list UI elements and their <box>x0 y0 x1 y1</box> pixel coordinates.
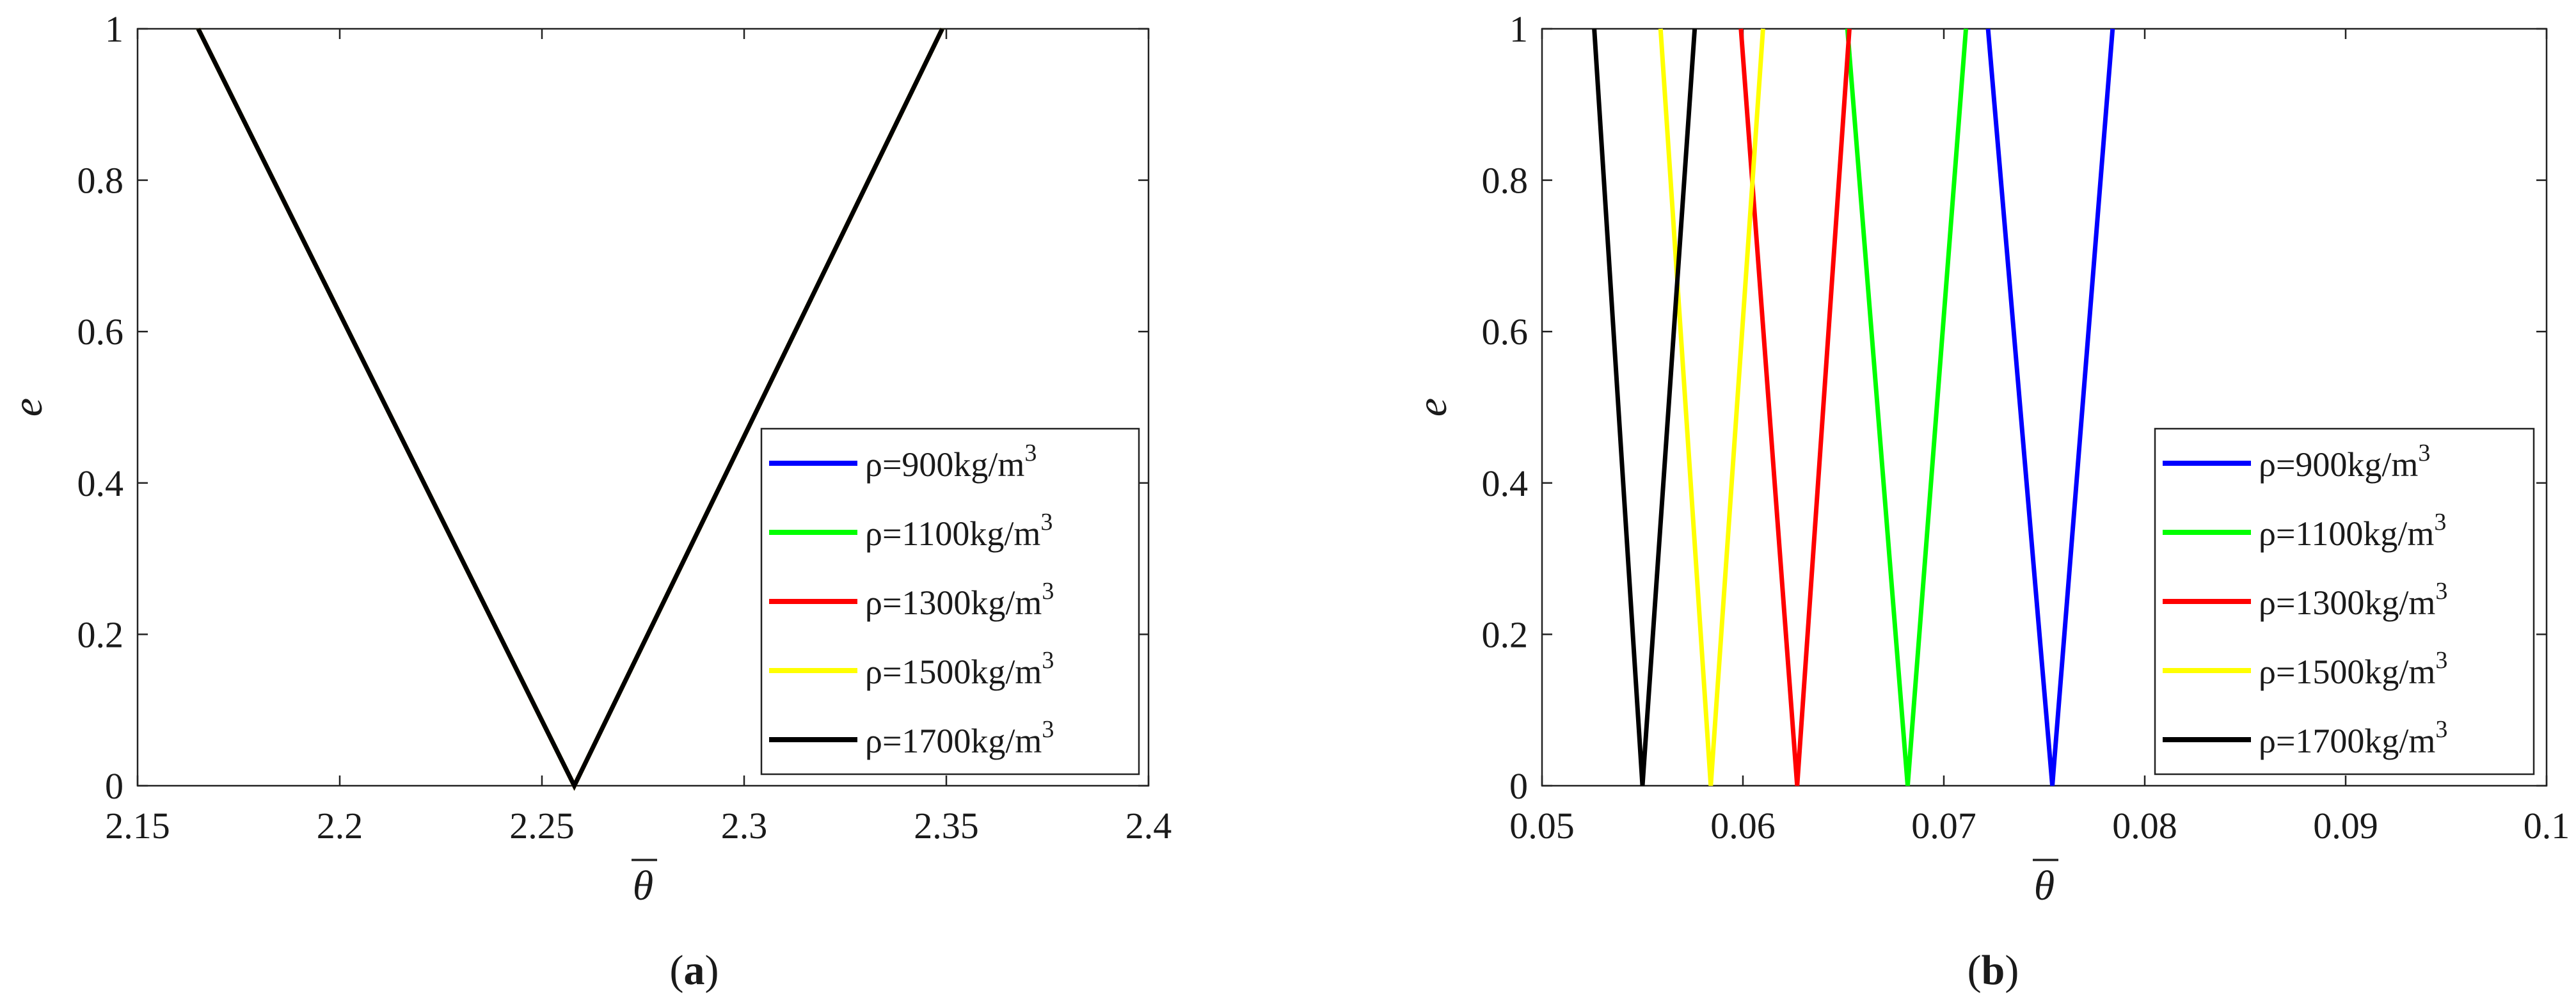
x-tick-label: 0.07 <box>1911 805 1976 847</box>
legend: ρ=900kg/m3ρ=1100kg/m3ρ=1300kg/m3ρ=1500kg… <box>2154 427 2535 775</box>
panel-label: (b) <box>1968 947 2019 994</box>
x-tick-label: 2.15 <box>105 805 170 847</box>
chart-panel-b: 0.05 0.06 0.07 0.08 0.09 0.1 0 0.2 0.4 0.6 0.8 1 θ e ρ… <box>1409 8 2570 994</box>
x-tick-label: 2.3 <box>721 805 768 847</box>
series-line-3 <box>1738 28 1852 786</box>
legend-label-text: ρ=1100kg/m <box>2259 514 2434 553</box>
legend-label-2: ρ=1100kg/m3 <box>2259 509 2446 553</box>
y-tick-label: 0.4 <box>77 463 124 504</box>
chart-panel-a: 2.15 2.2 2.25 2.3 2.35 2.4 0 0.2 0.4 0.6 0.8 1 θ e ρ=9… <box>4 8 1172 994</box>
legend-label-2: ρ=1100kg/m3 <box>865 509 1053 553</box>
series-lines <box>196 28 944 791</box>
legend-label-1: ρ=900kg/m3 <box>865 440 1037 484</box>
x-axis-label: θ <box>633 863 653 909</box>
series-line-2 <box>1845 28 1969 786</box>
x-tick-label: 0.06 <box>1710 805 1776 847</box>
y-tick-label: 1 <box>1509 8 1528 50</box>
legend-label-text: ρ=1500kg/m <box>865 653 1042 691</box>
y-tick-label: 0.8 <box>77 160 124 202</box>
legend-label-text: ρ=1700kg/m <box>865 722 1042 760</box>
panel-label: (a) <box>670 947 719 994</box>
legend-label-text: ρ=900kg/m <box>2259 445 2418 484</box>
y-axis-label: e <box>1409 398 1456 417</box>
legend-label-text: ρ=1700kg/m <box>2259 722 2435 760</box>
legend-label-5: ρ=1700kg/m3 <box>865 716 1054 760</box>
x-tick-label: 2.4 <box>1125 805 1172 847</box>
legend-label-4: ρ=1500kg/m3 <box>2259 647 2447 691</box>
y-tick-label: 0.2 <box>77 614 124 655</box>
panel-label-letter: b <box>1982 947 2005 994</box>
legend-label-superscript: 3 <box>2435 647 2447 674</box>
x-tick-label: 0.08 <box>2112 805 2177 847</box>
panel-label-close: ) <box>705 947 719 994</box>
x-tick-label: 0.1 <box>2524 805 2570 847</box>
x-tick-label: 2.25 <box>509 805 575 847</box>
y-tick-label: 0.8 <box>1482 160 1529 202</box>
panel-label-close: ) <box>2005 947 2019 994</box>
legend-label-5: ρ=1700kg/m3 <box>2259 716 2447 760</box>
legend-label-text: ρ=900kg/m <box>865 445 1024 484</box>
plot-frame <box>136 28 1150 787</box>
legend-label-superscript: 3 <box>1024 440 1037 466</box>
legend-label-text: ρ=1100kg/m <box>865 514 1040 553</box>
y-axis-label: e <box>4 398 51 417</box>
y-tick-label: 0.6 <box>1482 311 1529 353</box>
legend-label-4: ρ=1500kg/m3 <box>865 647 1054 691</box>
series-line-5 <box>1592 28 1697 786</box>
legend-label-superscript: 3 <box>1042 647 1054 674</box>
legend-label-superscript: 3 <box>1042 578 1054 605</box>
x-tick-label: 2.35 <box>914 805 979 847</box>
y-tick-label: 1 <box>105 8 123 50</box>
series-line-1 <box>1985 28 2115 786</box>
legend-label-superscript: 3 <box>2435 578 2447 605</box>
y-tick-label: 0.2 <box>1482 614 1529 655</box>
legend-label-text: ρ=1500kg/m <box>2259 653 2435 691</box>
y-tick-label: 0 <box>105 765 123 807</box>
x-axis-label: θ <box>2034 863 2055 909</box>
legend-label-3: ρ=1300kg/m3 <box>2259 578 2447 622</box>
panel-label-open: ( <box>670 947 684 994</box>
y-tick-label: 0.4 <box>1482 463 1529 504</box>
legend-label-3: ρ=1300kg/m3 <box>865 578 1054 622</box>
y-tick-label: 0 <box>1509 765 1528 807</box>
panel-label-letter: a <box>684 947 705 994</box>
series-line-5 <box>196 28 944 791</box>
x-tick-label: 0.09 <box>2313 805 2378 847</box>
legend-label-text: ρ=1300kg/m <box>2259 584 2435 622</box>
legend-label-1: ρ=900kg/m3 <box>2259 440 2430 484</box>
panel-label-open: ( <box>1968 947 1982 994</box>
legend-label-superscript: 3 <box>1042 716 1054 743</box>
legend-label-superscript: 3 <box>2434 509 2446 536</box>
legend-label-text: ρ=1300kg/m <box>865 584 1042 622</box>
x-tick-label: 2.2 <box>317 805 363 847</box>
y-tick-label: 0.6 <box>77 311 124 353</box>
plot-frame <box>1541 28 2548 787</box>
legend-label-superscript: 3 <box>2418 440 2430 466</box>
series-lines <box>1592 28 2115 786</box>
legend-label-superscript: 3 <box>1040 509 1053 536</box>
legend-label-superscript: 3 <box>2435 716 2447 743</box>
legend: ρ=900kg/m3ρ=1100kg/m3ρ=1300kg/m3ρ=1500kg… <box>760 427 1140 775</box>
x-tick-label: 0.05 <box>1509 805 1575 847</box>
